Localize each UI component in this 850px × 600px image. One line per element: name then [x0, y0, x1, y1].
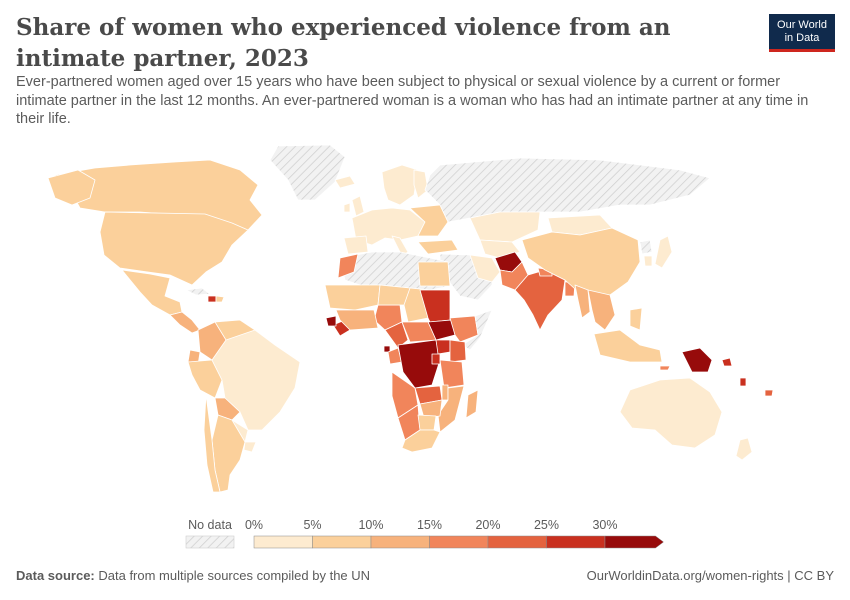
- country-finland[interactable]: [413, 169, 429, 199]
- country-russia[interactable]: [424, 157, 711, 223]
- region-scandinavia[interactable]: [381, 164, 419, 206]
- region-central-america[interactable]: [169, 311, 201, 334]
- color-legend: No data 0% 5% 10% 15% 20% 25% 30%: [185, 518, 664, 549]
- country-rwanda-burundi[interactable]: [431, 353, 441, 365]
- country-usa[interactable]: [99, 211, 249, 286]
- country-botswana[interactable]: [417, 414, 437, 431]
- country-greenland[interactable]: [269, 144, 346, 201]
- country-cameroon[interactable]: [384, 321, 409, 349]
- legend-tick-label: 15%: [417, 518, 442, 532]
- country-south-africa[interactable]: [401, 429, 441, 453]
- region-indonesia-malaysia[interactable]: [593, 329, 663, 363]
- country-mexico[interactable]: [121, 269, 183, 316]
- world-map: [47, 144, 774, 493]
- country-uk[interactable]: [351, 195, 365, 217]
- legend-tick-label: 20%: [475, 518, 500, 532]
- country-zimbabwe[interactable]: [419, 399, 443, 419]
- legend-tick-label: 5%: [303, 518, 321, 532]
- country-solomon-islands[interactable]: [721, 357, 733, 367]
- legend-tick-label: 25%: [534, 518, 559, 532]
- chart-subtitle: Ever-partnered women aged over 15 years …: [16, 74, 809, 127]
- country-ireland[interactable]: [343, 202, 351, 213]
- country-spain[interactable]: [343, 235, 369, 255]
- country-fiji[interactable]: [764, 389, 774, 397]
- legend-tick-label: 30%: [592, 518, 617, 532]
- country-chile[interactable]: [203, 394, 221, 493]
- country-vanuatu[interactable]: [739, 377, 747, 387]
- country-south-korea[interactable]: [643, 255, 653, 267]
- country-somalia[interactable]: [461, 309, 493, 351]
- country-papua-new-guinea[interactable]: [681, 347, 713, 373]
- country-kenya[interactable]: [449, 339, 467, 363]
- country-north-korea[interactable]: [639, 239, 653, 255]
- country-myanmar[interactable]: [574, 284, 591, 319]
- country-dominican-republic[interactable]: [215, 295, 225, 303]
- chart-title: Share of women who experienced violence …: [16, 14, 671, 72]
- legend-bin[interactable]: [487, 535, 547, 549]
- country-uganda[interactable]: [435, 339, 451, 355]
- country-canada[interactable]: [54, 159, 263, 231]
- country-iran[interactable]: [469, 254, 501, 283]
- country-tanzania[interactable]: [439, 359, 465, 389]
- owid-url[interactable]: OurWorldinData.org/women-rights | CC BY: [586, 568, 834, 583]
- country-usa-alaska[interactable]: [47, 169, 96, 206]
- legend-bin[interactable]: [429, 535, 489, 549]
- region-indochina[interactable]: [587, 289, 616, 331]
- legend-tick-label: 10%: [358, 518, 383, 532]
- legend-no-data-label: No data: [188, 518, 232, 532]
- legend-bin[interactable]: [546, 535, 606, 549]
- country-italy[interactable]: [391, 235, 409, 257]
- country-haiti[interactable]: [207, 295, 217, 303]
- country-philippines[interactable]: [629, 307, 643, 331]
- country-china[interactable]: [521, 227, 641, 299]
- source-label: Data source:: [16, 568, 95, 583]
- legend-bin[interactable]: [253, 535, 313, 549]
- country-bolivia[interactable]: [214, 397, 241, 421]
- region-west-africa-south[interactable]: [335, 309, 379, 331]
- country-uruguay[interactable]: [243, 441, 257, 453]
- source-text: Data from multiple sources compiled by t…: [98, 568, 371, 583]
- legend-bins: [253, 535, 664, 549]
- country-new-zealand[interactable]: [735, 437, 753, 461]
- country-timor-leste[interactable]: [659, 365, 671, 371]
- country-kazakhstan[interactable]: [469, 211, 541, 243]
- legend-ticks: 0% 5% 10% 15% 20% 25% 30%: [245, 518, 618, 532]
- country-cuba[interactable]: [185, 287, 211, 296]
- country-egypt[interactable]: [417, 261, 451, 287]
- legend-bin[interactable]: [370, 535, 430, 549]
- country-india[interactable]: [514, 269, 566, 331]
- legend-no-data-swatch: [185, 535, 235, 549]
- country-equatorial-guinea[interactable]: [383, 345, 391, 353]
- owid-logo[interactable]: Our World in Data: [769, 14, 835, 52]
- logo-line-2: in Data: [784, 32, 820, 44]
- region-west-africa-north[interactable]: [324, 284, 381, 311]
- legend-bin[interactable]: [604, 535, 664, 549]
- country-turkey[interactable]: [417, 239, 459, 255]
- country-ethiopia[interactable]: [449, 315, 479, 343]
- footer: Data source: Data from multiple sources …: [16, 568, 834, 583]
- country-brazil[interactable]: [211, 329, 301, 431]
- legend-tick-label: 0%: [245, 518, 263, 532]
- legend-bin[interactable]: [312, 535, 372, 549]
- country-iceland[interactable]: [334, 175, 356, 189]
- logo-line-1: Our World: [777, 19, 827, 31]
- country-morocco[interactable]: [337, 253, 359, 279]
- country-sierra-leone[interactable]: [325, 315, 337, 327]
- country-japan[interactable]: [654, 235, 673, 269]
- country-malawi[interactable]: [441, 384, 449, 401]
- country-australia[interactable]: [619, 377, 723, 449]
- country-madagascar[interactable]: [465, 389, 479, 419]
